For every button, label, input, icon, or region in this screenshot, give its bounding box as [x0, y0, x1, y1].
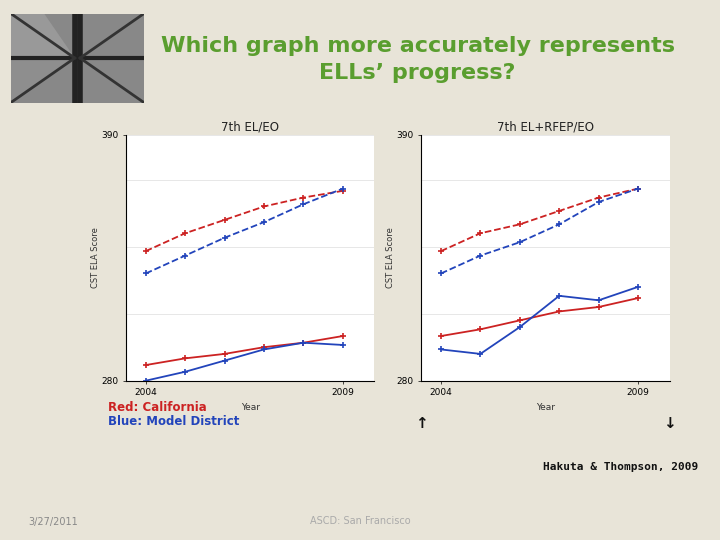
Polygon shape	[11, 14, 75, 58]
Text: Hakuta & Thompson, 2009: Hakuta & Thompson, 2009	[543, 462, 698, 472]
Polygon shape	[11, 58, 75, 103]
X-axis label: Year: Year	[536, 403, 555, 412]
Text: ↓: ↓	[663, 416, 676, 431]
Text: ELLs’ progress?: ELLs’ progress?	[320, 63, 516, 83]
Text: ASCD: San Francisco: ASCD: San Francisco	[310, 516, 410, 526]
Title: 7th EL/EO: 7th EL/EO	[221, 121, 279, 134]
Y-axis label: CST ELA Score: CST ELA Score	[91, 227, 100, 288]
X-axis label: Year: Year	[240, 403, 260, 412]
Title: 7th EL+RFEP/EO: 7th EL+RFEP/EO	[497, 121, 594, 134]
Text: Which graph more accurately represents: Which graph more accurately represents	[161, 36, 675, 56]
Text: Red: California: Red: California	[108, 401, 207, 414]
Text: 3/27/2011: 3/27/2011	[29, 516, 78, 526]
Text: Blue: Model District: Blue: Model District	[108, 415, 239, 428]
Text: ↑: ↑	[415, 416, 428, 431]
Y-axis label: CST ELA Score: CST ELA Score	[386, 227, 395, 288]
